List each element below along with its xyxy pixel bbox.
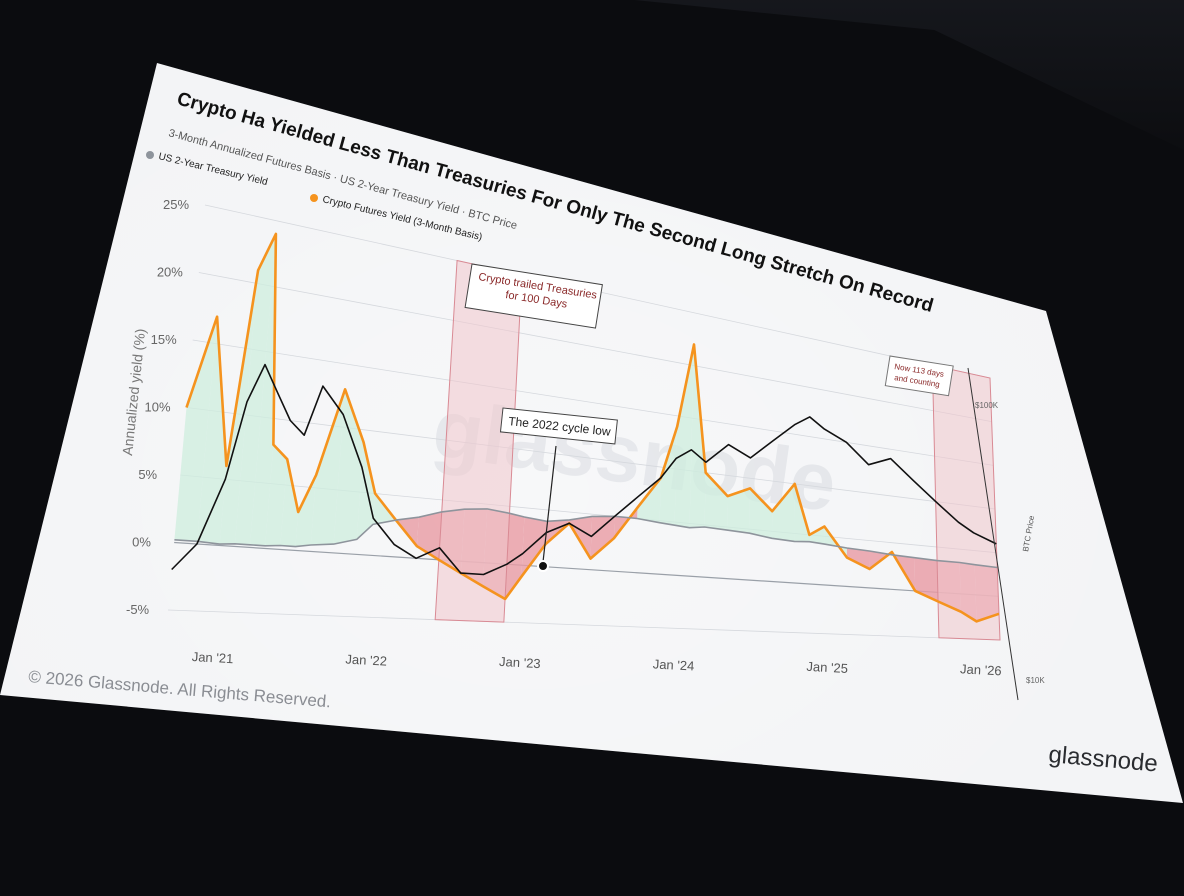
gridline [186,407,996,510]
crypto-yield-line [185,232,1000,623]
positive-spread-area [174,316,218,542]
legend-crypto-swatch [310,194,318,202]
y-tick-label: 10% [145,400,171,415]
positive-spread-area [637,477,661,523]
treasury-yield-line [174,508,998,569]
positive-spread-area [234,233,276,545]
x-tick-label: Jan '23 [499,654,541,671]
y-tick-label: 20% [157,265,183,280]
positive-spread-area [726,488,751,534]
x-tick-label: Jan '24 [652,656,694,673]
negative-spread-area [590,516,615,559]
brand-logo: glassnode [1047,741,1158,777]
y-tick-label: 25% [163,197,189,212]
positive-spread-area [333,389,364,545]
positive-spread-area [659,426,678,526]
annotation-period-2: Now 113 days and counting [884,355,954,397]
positive-spread-area [280,459,299,547]
gridline [198,272,992,423]
cycle-low-marker [537,560,549,572]
x-tick-label: Jan '26 [960,661,1002,678]
positive-spread-area [689,344,706,528]
annotation-cycle-low: The 2022 cycle low [499,407,618,572]
btc-price-line [171,363,997,576]
gridline [192,339,994,466]
y-tick-label: 15% [151,332,177,347]
positive-spread-area [771,483,795,542]
y-tick-label: -5% [126,602,150,617]
positive-spread-area [249,233,276,546]
negative-spread-area [416,511,442,560]
copyright: © 2026 Glassnode. All Rights Reserved. [28,667,332,711]
grid-layer [167,204,1001,641]
y2-tick-label: $10K [1026,676,1045,685]
positive-spread-area [704,472,728,531]
gridline [167,609,1001,641]
y2-axis-title: BTC Price [1021,514,1036,552]
line-layer [171,232,1000,623]
y-axis-title: Annualized yield (%) [119,328,148,457]
positive-spread-area [372,493,396,525]
positive-spread-area [265,444,288,546]
positive-spread-area [356,442,376,540]
positive-spread-area [310,389,346,546]
positive-spread-area [219,270,259,545]
right-axis-line [967,367,1019,701]
annotation-cycle-low-leader [542,445,557,563]
y2-tick-label: $100K [975,401,999,410]
highlight-band-2 [931,364,1001,641]
y-tick-label: 5% [138,467,157,482]
positive-spread-area [674,344,694,528]
positive-spread-area [295,475,317,547]
negative-spread-area [395,517,419,547]
positive-spread-area [809,526,825,545]
x-tick-label: Jan '21 [191,649,233,666]
axis-layer: 25% 20% 15% 10% 5% 0% -5% Jan '21 Jan '22 Jan '23… [126,197,1045,701]
legend-treasury-swatch [146,151,154,159]
highlight-layer [434,259,1001,641]
annotation-period-1-box [464,263,603,329]
y-tick-label: 0% [132,535,151,550]
negative-spread-area [521,516,547,577]
negative-spread-area [569,516,593,559]
x-tick-label: Jan '25 [806,659,848,676]
gridline [174,541,999,597]
annotation-cycle-low-box [499,407,618,445]
x-tick-label: Jan '22 [345,651,387,668]
positive-spread-area [749,488,773,539]
annotation-period-2-box [884,355,954,397]
negative-spread-area [914,557,939,602]
positive-spread-area [197,316,227,545]
annotation-period-1: Crypto trailed Treasuries for 100 Days [464,263,603,329]
negative-spread-area [846,548,870,569]
